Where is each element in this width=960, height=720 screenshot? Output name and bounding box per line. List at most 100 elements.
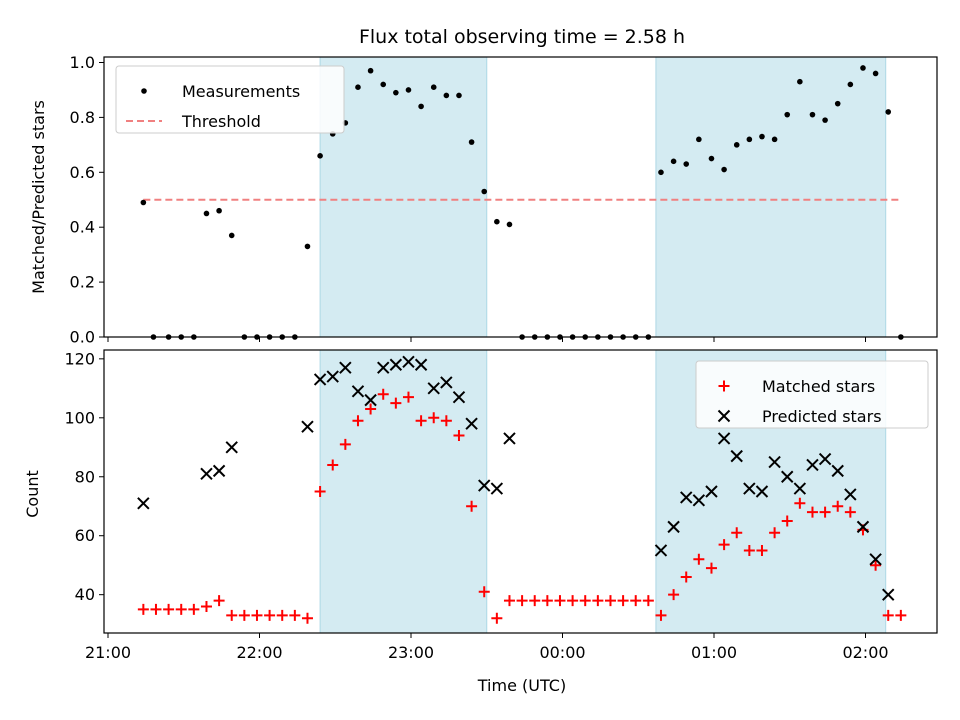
bottom-series-1-point-9 xyxy=(238,609,250,621)
x-tick-label-3: 23:00 xyxy=(388,643,434,662)
bottom-series-1-point-10 xyxy=(251,609,263,621)
bottom-series-2-point-14 xyxy=(414,358,428,371)
bottom-series-1-point-27 xyxy=(466,500,478,512)
bottom-y-tick-label-1: 40 xyxy=(75,585,95,604)
x-tick-label-1: 21:00 xyxy=(85,643,131,662)
top-series-1-point-51 xyxy=(771,136,778,143)
top-series-1-point-7 xyxy=(216,207,222,214)
bottom-series-2-point-29 xyxy=(743,482,756,495)
bottom-series-1-point-39 xyxy=(617,595,629,607)
top-series-1-point-48 xyxy=(733,142,740,148)
bottom-series-1-point-36 xyxy=(579,595,591,607)
bottom-series-2 xyxy=(137,355,895,601)
bottom-series-2-point-3 xyxy=(212,464,226,478)
bottom-series-2-point-10 xyxy=(364,393,377,407)
bottom-series-1-point-32 xyxy=(529,595,541,607)
bottom-series-1-point-7 xyxy=(213,595,225,607)
bottom-series-2-point-35 xyxy=(818,452,832,466)
bottom-series-2-point-17 xyxy=(452,390,466,404)
top-shaded-region-2 xyxy=(655,56,887,338)
top-legend-label-2: Threshold xyxy=(181,112,261,131)
chart-title: Flux total observing time = 2.58 h xyxy=(359,26,685,48)
bottom-series-1-point-43 xyxy=(668,589,680,601)
bottom-legend: Matched stars Predicted stars xyxy=(695,360,929,429)
bottom-series-1-point-20 xyxy=(377,388,389,400)
bottom-series-2-point-25 xyxy=(692,494,706,507)
top-series-1-point-50 xyxy=(759,133,765,140)
top-series-1-point-8 xyxy=(228,232,235,239)
bottom-series-2-point-24 xyxy=(680,491,693,504)
bottom-legend-marker-1 xyxy=(718,380,730,392)
bottom-series-2-point-38 xyxy=(856,520,870,534)
top-series-1-point-54 xyxy=(809,111,816,118)
bottom-series-1-point-29 xyxy=(491,612,503,624)
bottom-series-1-point-40 xyxy=(630,595,642,607)
bottom-series-1-point-33 xyxy=(541,595,553,607)
bottom-series-1-point-31 xyxy=(516,595,528,607)
bottom-series-1-point-46 xyxy=(705,562,717,574)
bottom-series-1-point-19 xyxy=(365,403,377,415)
top-series-1-point-53 xyxy=(797,78,803,85)
top-panel: 0.0 0.2 0.4 0.6 0.8 1.0 Measurements Threshold xyxy=(70,53,938,347)
bottom-series-2-point-11 xyxy=(377,361,390,374)
top-series-1-point-25 xyxy=(443,92,450,99)
bottom-series-2-point-33 xyxy=(793,482,807,495)
bottom-panel: 40 60 80 100 120 21:00 22:00 23:00 00:00 01:00 02:… xyxy=(64,349,938,662)
bottom-series-1-point-61 xyxy=(895,609,907,621)
top-series-1-point-60 xyxy=(885,109,892,115)
bottom-y-tick-label-4: 100 xyxy=(64,408,95,427)
bottom-series-1-point-50 xyxy=(756,544,768,556)
bottom-series-2-point-23 xyxy=(667,520,680,534)
bottom-series-2-point-21 xyxy=(503,432,516,445)
top-y-axis-title: Matched/Predicted stars xyxy=(29,100,48,294)
top-series-1-point-23 xyxy=(418,103,424,110)
bottom-series-2-point-37 xyxy=(844,488,857,501)
bottom-series-1-point-49 xyxy=(743,544,755,556)
bottom-y-tick-label-3: 80 xyxy=(75,467,95,486)
bottom-series-2-point-12 xyxy=(389,358,403,371)
bottom-series-2-point-36 xyxy=(831,464,844,478)
bottom-series-1-point-4 xyxy=(175,603,187,615)
top-axes-frame xyxy=(103,56,938,338)
bottom-series-1-point-3 xyxy=(163,603,175,615)
top-series-1-point-26 xyxy=(456,92,462,99)
bottom-series-2-point-6 xyxy=(313,373,327,386)
bottom-series-2-point-18 xyxy=(465,417,478,430)
bottom-legend-label-1: Matched stars xyxy=(762,377,875,396)
top-series-1 xyxy=(140,65,904,340)
bottom-series-1-point-1 xyxy=(137,603,149,615)
bottom-series-2-point-9 xyxy=(351,385,365,398)
top-series-1-point-30 xyxy=(506,221,513,228)
top-y-tick-label-1: 0.0 xyxy=(70,328,95,347)
bottom-shaded-region-1 xyxy=(319,349,488,634)
x-axis-title: Time (UTC) xyxy=(477,676,566,695)
bottom-legend-marker-2 xyxy=(717,409,731,423)
bottom-series-2-point-16 xyxy=(440,376,453,389)
top-series-1-point-52 xyxy=(784,111,791,118)
top-y-tick-label-6: 1.0 xyxy=(70,53,95,72)
bottom-series-1-point-38 xyxy=(604,595,616,607)
bottom-y-tick-label-2: 60 xyxy=(75,526,95,545)
bottom-series-2-point-30 xyxy=(755,485,769,498)
bottom-series-1-point-42 xyxy=(655,609,667,621)
bottom-series-2-point-34 xyxy=(806,458,819,472)
bottom-series-1-point-24 xyxy=(428,412,440,424)
bottom-series-2-point-19 xyxy=(478,479,491,492)
top-series-1-point-58 xyxy=(860,65,866,71)
bottom-series-1-point-54 xyxy=(806,506,818,518)
top-shaded-region-1 xyxy=(319,56,488,338)
top-series-1-point-46 xyxy=(708,155,715,162)
top-series-1-point-42 xyxy=(658,169,664,176)
bottom-series-1-point-5 xyxy=(188,603,200,615)
bottom-series-2-point-20 xyxy=(490,482,504,495)
top-series-1-point-49 xyxy=(746,136,753,143)
top-series-1-point-15 xyxy=(317,153,323,159)
bottom-series-1-point-18 xyxy=(352,415,364,427)
top-legend-box xyxy=(115,65,345,134)
bottom-series-2-point-31 xyxy=(768,455,781,469)
bottom-series-2-point-7 xyxy=(326,370,339,383)
bottom-series-1-point-37 xyxy=(592,595,604,607)
x-tick-label-6: 02:00 xyxy=(842,643,888,662)
bottom-series-2-point-1 xyxy=(137,497,150,510)
